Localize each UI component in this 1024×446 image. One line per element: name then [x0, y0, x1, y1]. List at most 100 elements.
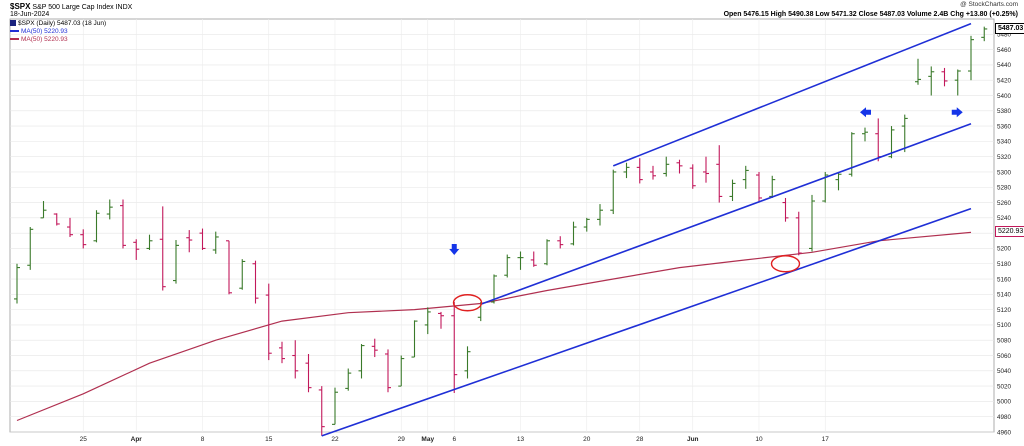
legend-ma-b: MA(50) 5220.93 — [10, 36, 68, 43]
price-bar — [623, 162, 630, 179]
x-tick-label: Apr — [131, 436, 143, 443]
y-tick-label: 5020 — [997, 383, 1012, 390]
price-bar — [862, 127, 868, 142]
price-bar — [504, 254, 511, 278]
ohlc-readout: Open 5476.15 High 5490.38 Low 5471.32 Cl… — [723, 11, 1018, 18]
price-bar — [557, 236, 564, 249]
price-bar — [332, 387, 338, 425]
price-bar — [40, 201, 47, 219]
y-tick-label: 5200 — [997, 246, 1012, 253]
watermark: @ StockCharts.com — [960, 1, 1018, 8]
price-bar — [173, 240, 179, 284]
x-axis: 25 Apr 8 15 22 29 May 6 13 20 28 Jun 10 17 — [80, 436, 830, 443]
price-bar — [27, 227, 34, 270]
price-bar — [67, 217, 73, 237]
arrow-left — [860, 107, 871, 118]
price-bar — [981, 26, 988, 42]
index-name: S&P 500 Large Cap Index — [32, 4, 114, 11]
price-bar — [305, 353, 312, 393]
price-bar — [570, 221, 577, 246]
legend-ma-a: MA(50) 5220.93 — [10, 28, 68, 35]
trend-channel-lines — [321, 22, 972, 437]
price-bar — [358, 344, 365, 379]
price-bar — [928, 66, 935, 96]
x-tick-label: 25 — [80, 436, 88, 443]
price-bar — [252, 260, 259, 304]
symbol: $SPX — [10, 2, 31, 11]
price-bar — [809, 194, 815, 252]
price-bar — [438, 311, 444, 329]
y-tick-label: 5240 — [997, 215, 1012, 222]
chart-title: $SPX S&P 500 Large Cap Index INDX — [10, 2, 132, 11]
price-bar — [848, 132, 855, 177]
price-bar — [212, 231, 219, 254]
price-bar — [782, 197, 789, 222]
price-bar — [729, 179, 736, 202]
price-bar — [915, 58, 921, 85]
price-bar — [636, 158, 643, 184]
y-tick-label: 5160 — [997, 276, 1012, 283]
y-axis: 4960 4980 5000 5020 5040 5060 5080 5100 5120 5140… — [997, 32, 1012, 437]
arrow-down — [449, 243, 460, 255]
price-bar — [159, 206, 166, 291]
price-bar — [544, 239, 550, 266]
y-tick-label: 5300 — [997, 169, 1012, 176]
price-bar — [279, 341, 285, 364]
price-bar — [186, 230, 193, 253]
price-bar — [464, 346, 471, 379]
price-bar — [676, 159, 683, 174]
price-bar — [689, 164, 696, 189]
grid-lines — [9, 18, 995, 433]
y-tick-label: 5260 — [997, 200, 1012, 207]
last-ma-tag: 5220.93 — [995, 226, 1024, 238]
x-tick-label: 6 — [452, 436, 456, 443]
price-bar — [199, 228, 206, 250]
y-tick-label: 5080 — [997, 338, 1012, 345]
x-tick-label: 17 — [822, 436, 830, 443]
y-tick-label: 5280 — [997, 185, 1012, 192]
price-bar — [345, 368, 352, 391]
price-bar — [133, 239, 140, 260]
chart-date: 18-Jun-2024 — [10, 11, 50, 18]
x-tick-label: 22 — [331, 436, 339, 443]
last-price-tag: 5487.03 — [995, 22, 1024, 34]
legend-price: $SPX (Daily) 5487.03 (18 Jun) — [10, 20, 106, 27]
price-bar — [756, 171, 762, 203]
price-bar — [530, 251, 537, 267]
price-bars — [14, 26, 988, 436]
x-tick-label: Jun — [687, 436, 699, 443]
price-bar — [424, 307, 431, 335]
y-tick-label: 5120 — [997, 307, 1012, 314]
plot-frame — [9, 18, 995, 433]
price-bar — [650, 165, 656, 180]
y-tick-label: 5460 — [997, 47, 1012, 54]
price-bar — [716, 145, 723, 203]
annotations — [449, 107, 963, 312]
channel-line — [612, 22, 972, 167]
y-tick-label: 5100 — [997, 322, 1012, 329]
price-bar — [517, 251, 524, 270]
y-tick-label: 5360 — [997, 123, 1012, 130]
highlight-circle — [452, 294, 483, 312]
ma-a-swatch — [10, 30, 19, 33]
price-bar — [451, 301, 458, 393]
channel-line — [480, 123, 972, 306]
y-tick-label: 5400 — [997, 93, 1012, 100]
y-tick-label: 5340 — [997, 139, 1012, 146]
price-bar — [703, 156, 709, 183]
price-bar — [954, 69, 961, 96]
price-swatch — [10, 20, 16, 27]
y-tick-label: 5440 — [997, 62, 1012, 69]
price-bar — [106, 199, 113, 220]
x-tick-label: 20 — [583, 436, 591, 443]
price-bar — [53, 213, 60, 226]
price-bar — [265, 283, 272, 361]
x-tick-label: 29 — [398, 436, 406, 443]
x-tick-label: May — [421, 436, 434, 443]
y-tick-label: 5060 — [997, 353, 1012, 360]
price-bar — [968, 35, 974, 81]
price-bar — [318, 386, 325, 436]
x-tick-label: 13 — [517, 436, 525, 443]
price-bar — [411, 320, 418, 358]
price-bar — [597, 204, 603, 226]
